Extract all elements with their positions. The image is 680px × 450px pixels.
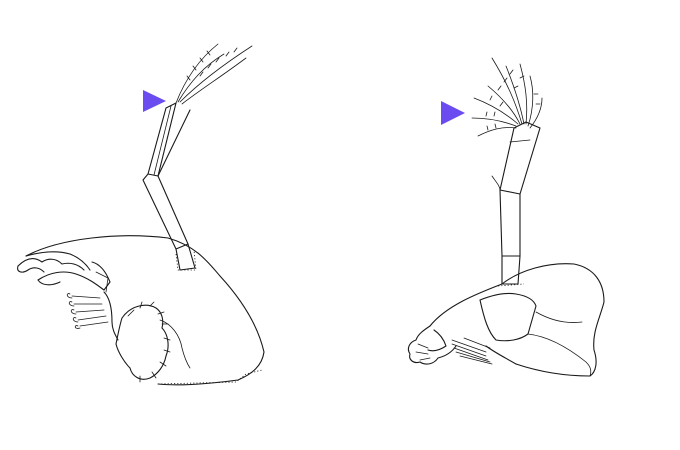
left-palp-article-1: [175, 243, 197, 271]
left-specimen: [17, 43, 265, 386]
left-arrow-marker: [143, 90, 166, 112]
left-palp-article-2: [142, 109, 191, 250]
left-palp-article-3: [147, 102, 177, 177]
right-palp-article-1: [497, 255, 525, 287]
left-palp-setae: [175, 43, 253, 105]
right-palp-article-2: [491, 175, 521, 257]
left-mandible-body: [17, 235, 265, 386]
right-palp-article-3: [499, 121, 541, 195]
right-mandible-body: [407, 263, 605, 377]
right-palp-setae: [471, 57, 543, 137]
right-specimen: [407, 57, 605, 377]
right-arrow-marker: [441, 101, 465, 125]
